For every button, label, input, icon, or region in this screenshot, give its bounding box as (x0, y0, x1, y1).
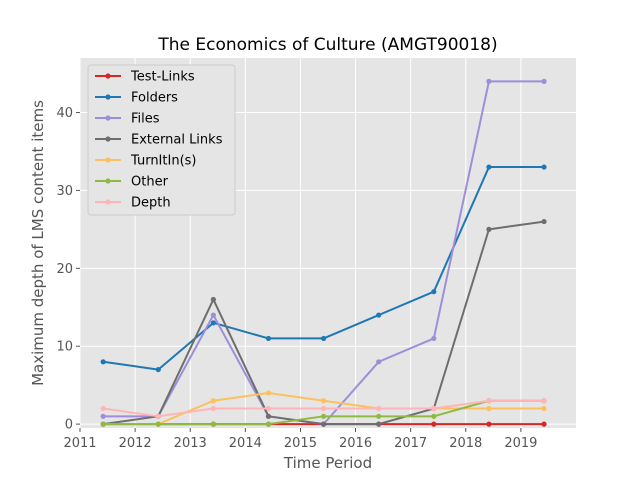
legend-item: Other (95, 175, 169, 190)
data-point (210, 398, 216, 404)
data-point (210, 320, 216, 326)
data-point (100, 359, 106, 365)
data-point (320, 413, 327, 419)
data-point (265, 390, 272, 396)
x-axis-label: Time Period (283, 454, 372, 472)
y-axis-ticks: 0 10 20 30 40 (56, 106, 80, 433)
data-point (486, 78, 492, 84)
data-point (541, 218, 547, 225)
data-point (376, 312, 382, 318)
x-tick-label: 2019 (504, 436, 537, 451)
data-point (155, 421, 161, 427)
data-point (155, 366, 161, 373)
legend-marker (105, 199, 111, 205)
y-axis-label: Maximum depth of LMS content items (29, 100, 47, 386)
legend-item: External Links (95, 133, 223, 148)
legend-item: TurnItIn(s) (95, 154, 196, 169)
data-point (210, 405, 216, 412)
data-point (100, 421, 106, 427)
y-tick-label: 40 (56, 106, 73, 121)
data-point (210, 421, 216, 427)
legend-marker (105, 136, 111, 142)
legend-label: Depth (131, 196, 171, 211)
x-tick-label: 2016 (339, 436, 372, 451)
data-point (320, 421, 327, 427)
legend-marker (105, 157, 111, 163)
legend-marker (105, 73, 111, 79)
legend-label: Other (131, 175, 169, 190)
data-point (486, 398, 492, 404)
data-point (541, 164, 547, 170)
data-point (320, 335, 327, 342)
x-axis-ticks: 2011 2012 2013 2014 2015 2016 2017 2018 2019 (63, 428, 537, 451)
legend-marker (105, 94, 111, 100)
series-depth (100, 398, 547, 419)
data-point (265, 421, 272, 427)
series-folders (100, 164, 547, 373)
data-point (376, 421, 382, 427)
series-external-links (100, 218, 547, 427)
legend-item: Depth (95, 196, 171, 211)
series-lines (100, 78, 547, 427)
data-point (486, 164, 492, 170)
x-tick-label: 2017 (394, 436, 427, 451)
legend-marker (105, 178, 111, 184)
y-tick-label: 20 (56, 262, 73, 277)
data-point (431, 289, 437, 295)
data-point (320, 398, 327, 404)
data-point (376, 359, 382, 365)
x-tick-label: 2013 (174, 436, 207, 451)
data-point (100, 413, 106, 419)
data-point (541, 421, 547, 427)
legend-label: Folders (131, 91, 178, 106)
legend-item: Test-Links (95, 70, 195, 85)
chart-title: The Economics of Culture (AMGT90018) (157, 35, 497, 55)
legend-marker (105, 115, 111, 121)
x-tick-label: 2011 (63, 436, 96, 451)
data-point (431, 335, 437, 342)
data-point (431, 405, 437, 412)
legend-label: Files (131, 112, 160, 127)
data-point (486, 405, 492, 412)
data-point (265, 335, 272, 342)
data-point (265, 413, 272, 419)
y-tick-label: 30 (56, 184, 73, 199)
data-point (541, 405, 547, 412)
data-point (210, 296, 216, 303)
data-point (210, 312, 216, 318)
legend-item: Files (95, 112, 160, 127)
y-tick-label: 10 (56, 340, 73, 355)
data-point (376, 405, 382, 412)
x-tick-label: 2014 (229, 436, 262, 451)
data-point (155, 413, 161, 419)
x-tick-label: 2018 (449, 436, 482, 451)
legend: Test-Links Folders Files External Links Turn… (87, 64, 236, 216)
legend-box (87, 64, 236, 216)
data-point (431, 421, 437, 427)
data-point (320, 405, 327, 412)
data-point (541, 78, 547, 84)
data-point (265, 405, 272, 412)
data-point (486, 226, 492, 232)
data-point (376, 413, 382, 419)
legend-label: Test-Links (130, 70, 195, 85)
legend-label: External Links (131, 133, 223, 148)
x-tick-label: 2012 (119, 436, 152, 451)
legend-label: TurnItIn(s) (130, 154, 196, 169)
y-tick-label: 0 (65, 418, 73, 433)
data-point (431, 413, 437, 419)
data-point (486, 421, 492, 427)
legend-item: Folders (95, 91, 178, 106)
x-tick-label: 2015 (284, 436, 317, 451)
data-point (541, 398, 547, 404)
data-point (100, 405, 106, 412)
